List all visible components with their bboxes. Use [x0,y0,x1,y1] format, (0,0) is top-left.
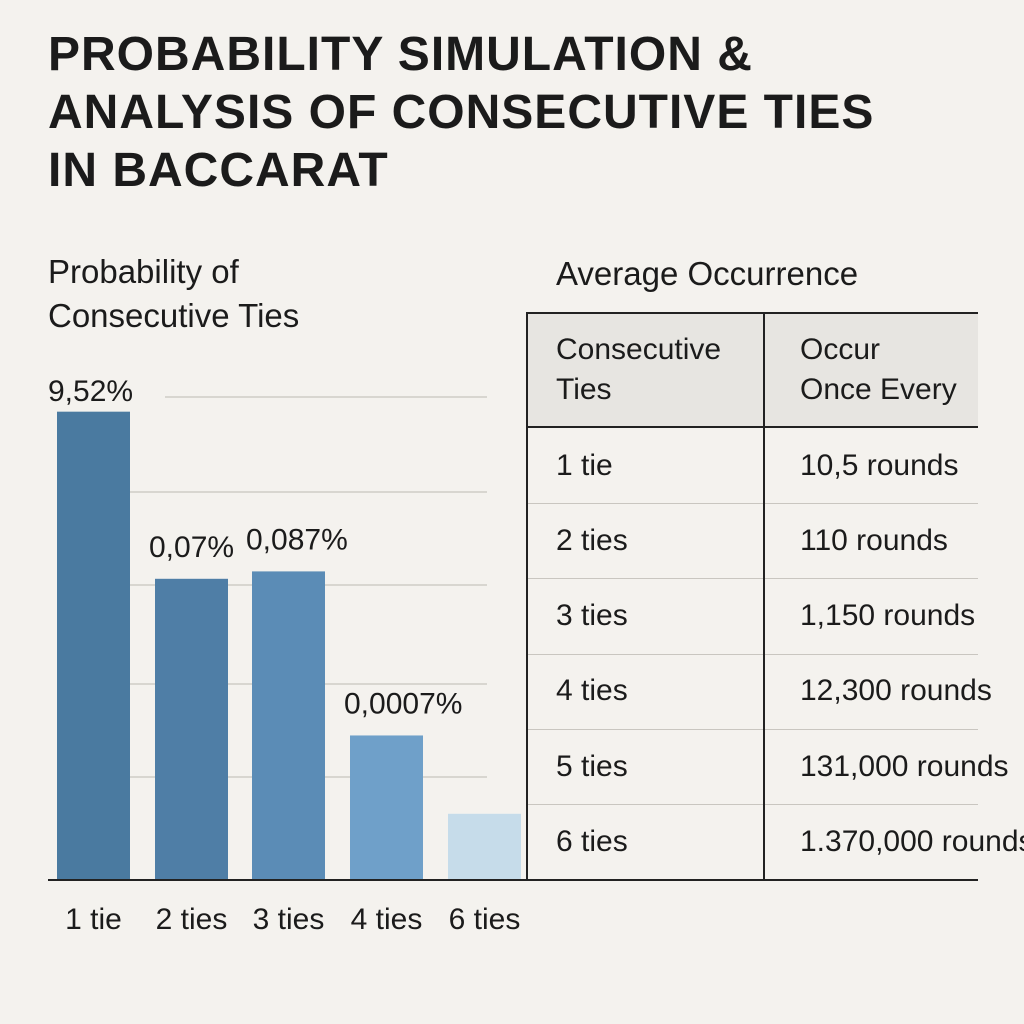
x-tick-label: 6 ties [449,903,521,936]
table-cell: 1 tie [556,448,613,482]
chart: 1 tie 9,52% 2 ties 0,07% 3 ties 0,087% 4 ties 0… [48,375,526,936]
bar [448,813,521,880]
table-cell: 10,5 rounds [800,448,959,482]
table-cell: 3 ties [556,599,628,633]
bar [57,411,130,880]
chart-title: Probability of Consecutive Ties [48,253,300,334]
x-tick-label: 3 ties [253,903,325,936]
value-label: 0,07% [149,531,234,564]
table-header: Consecutive Ties Occur Once Every [526,312,978,428]
header-text: Consecutive [556,333,722,366]
bar [155,578,228,880]
table-cell: 5 ties [556,749,628,783]
table-cell: 4 ties [556,674,628,708]
table-row: 6 ties 1.370,000 rounds [526,805,1024,881]
table: Consecutive Ties Occur Once Every 1 tie 10,5 … [526,312,1024,882]
table-row: 4 ties 12,300 rounds [526,654,992,730]
header-text: Occur [800,333,881,366]
x-tick-label: 1 tie [65,903,122,936]
table-cell: 12,300 rounds [800,674,992,708]
header-cell: Occur Once Every [800,314,957,426]
page-title: PROBABILITY SIMULATION & ANALYSIS OF CON… [48,28,875,197]
bar [350,735,423,880]
value-label: 9,52% [48,375,133,408]
value-label: 0,087% [246,523,348,556]
table-bottom-border [526,879,978,881]
header-text: Once Every [800,373,957,406]
table-cell: 1,150 rounds [800,599,976,633]
table-row: 2 ties 110 rounds [526,503,978,580]
table-cell: 6 ties [556,825,628,858]
header-cell: Consecutive Ties [556,314,721,426]
table-cell: 2 ties [556,523,628,557]
table-row: 5 ties 131,000 rounds [526,729,1009,806]
table-cell: 1.370,000 rounds [800,825,1024,858]
table-cell: 131,000 rounds [800,749,1009,783]
table-cell: 110 rounds [800,523,948,557]
table-left-border [526,312,528,880]
x-tick-label: 4 ties [351,903,423,936]
column-divider [763,312,765,880]
bar [252,571,325,880]
value-label: 0,0007% [344,687,462,720]
x-tick-label: 2 ties [156,903,228,936]
table-row: 1 tie 10,5 rounds [526,428,978,504]
header-text: Ties [556,373,612,406]
table-row: 3 ties 1,150 rounds [526,579,978,655]
table-title: Average Occurrence [556,255,859,292]
